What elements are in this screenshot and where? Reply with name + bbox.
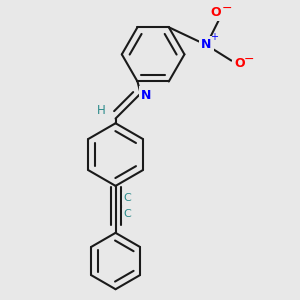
Text: C: C — [124, 209, 131, 219]
Text: H: H — [97, 104, 106, 117]
Text: O: O — [234, 57, 244, 70]
Text: −: − — [243, 52, 254, 66]
Text: N: N — [141, 88, 152, 102]
Text: C: C — [124, 194, 131, 203]
Text: N: N — [201, 38, 212, 52]
Text: −: − — [221, 2, 232, 14]
Text: O: O — [210, 6, 221, 19]
Text: +: + — [210, 32, 218, 42]
